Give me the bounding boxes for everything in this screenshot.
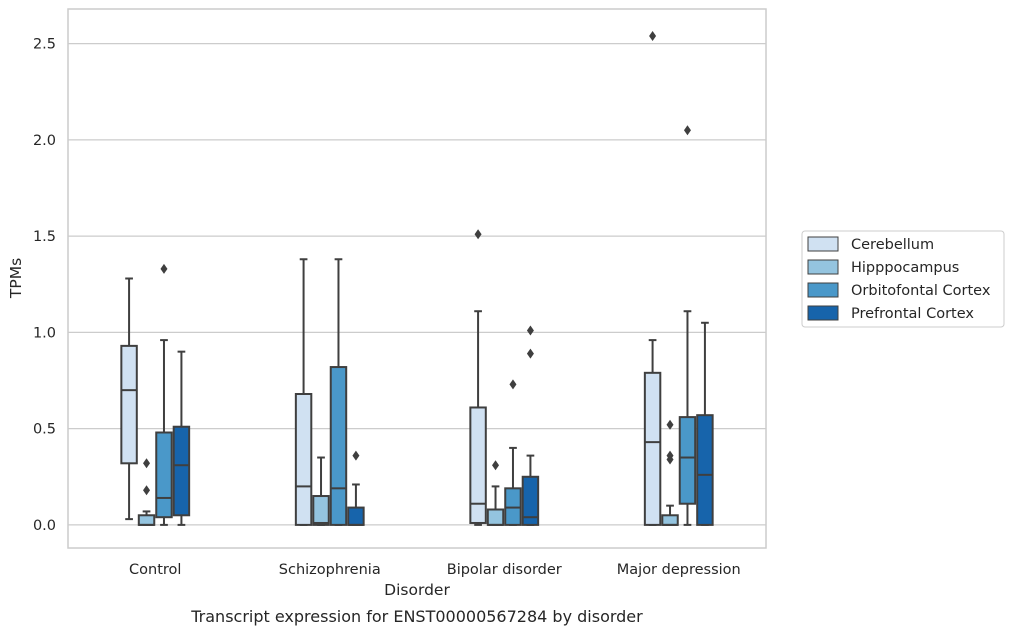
box-iqr (696, 414, 714, 526)
box-iqr (347, 506, 365, 526)
box-hipppocampus (486, 460, 505, 526)
outlier-point (666, 419, 674, 430)
box-iqr (643, 371, 662, 526)
plot-frame (67, 8, 767, 549)
box-iqr (155, 431, 173, 519)
x-category-labels: Control Schizophrenia Bipolar disorder Majo… (129, 562, 741, 578)
y-tick-labels: 0.0 0.5 1.0 1.5 2.0 2.5 (33, 37, 56, 534)
outlier-point (509, 379, 517, 390)
box-iqr (329, 366, 348, 526)
legend-item: Orbitofontal Cortex (807, 282, 991, 299)
box-orbitofontal-cortex (155, 263, 173, 526)
box-cerebellum (294, 258, 313, 526)
box-cerebellum (120, 277, 138, 521)
box-cerebellum (643, 30, 662, 526)
outlier-point (160, 263, 168, 274)
box-prefrontal-cortex (696, 321, 714, 526)
legend-swatch (807, 305, 839, 321)
y-tick-label: 2.5 (33, 37, 56, 53)
outlier-point (143, 458, 151, 469)
box-hipppocampus (137, 458, 156, 526)
legend-swatch (807, 282, 839, 298)
y-tick-label: 0.5 (33, 422, 56, 438)
box-iqr (172, 425, 191, 517)
x-category-label: Major depression (617, 562, 741, 578)
outlier-point (683, 125, 691, 136)
legend-label: Orbitofontal Cortex (851, 283, 991, 299)
legend-swatch (807, 236, 839, 252)
box-iqr (137, 514, 156, 526)
box-prefrontal-cortex (347, 450, 365, 526)
legend: Cerebellum Hipppocampus Orbitofontal Corte… (801, 230, 1005, 328)
box-iqr (678, 416, 697, 505)
box-iqr (294, 393, 313, 526)
box-iqr (486, 508, 505, 526)
chart-caption: Transcript expression for ENST0000056728… (190, 607, 643, 626)
outlier-point (526, 325, 534, 336)
box-prefrontal-cortex (172, 350, 191, 526)
box-prefrontal-cortex (521, 325, 540, 526)
box-iqr (661, 514, 679, 526)
outlier-point (143, 485, 151, 496)
box-groups (120, 30, 714, 526)
box-iqr (521, 475, 540, 526)
y-tick-label: 2.0 (33, 133, 56, 149)
outlier-point (352, 450, 360, 461)
y-axis-label: TPMs (7, 258, 25, 299)
legend-items: Cerebellum Hipppocampus Orbitofontal Corte… (807, 236, 991, 322)
outlier-point (474, 229, 482, 240)
legend-label: Hipppocampus (851, 260, 959, 276)
y-tick-label: 1.0 (33, 325, 56, 341)
box-hipppocampus (312, 456, 330, 526)
x-category-label: Control (129, 562, 181, 578)
box-hipppocampus (661, 419, 679, 526)
x-axis-label: Disorder (384, 581, 450, 599)
y-tick-label: 0.0 (33, 518, 56, 534)
box-iqr (120, 344, 138, 465)
box-iqr (312, 495, 330, 526)
legend-label: Prefrontal Cortex (851, 306, 974, 322)
outlier-point (649, 30, 657, 41)
legend-item: Prefrontal Cortex (807, 305, 974, 322)
legend-swatch (807, 259, 839, 275)
outlier-point (526, 348, 534, 359)
box-orbitofontal-cortex (504, 379, 522, 526)
legend-item: Cerebellum (807, 236, 934, 253)
outlier-point (666, 454, 674, 465)
box-cerebellum (469, 229, 487, 526)
outlier-point (492, 460, 500, 471)
box-iqr (469, 406, 487, 524)
x-category-label: Bipolar disorder (447, 562, 562, 578)
legend-item: Hipppocampus (807, 259, 959, 276)
box-orbitofontal-cortex (678, 125, 697, 526)
x-category-label: Schizophrenia (279, 562, 381, 578)
y-tick-label: 1.5 (33, 229, 56, 245)
box-orbitofontal-cortex (329, 258, 348, 526)
legend-label: Cerebellum (851, 237, 934, 253)
legend-frame (801, 230, 1005, 328)
